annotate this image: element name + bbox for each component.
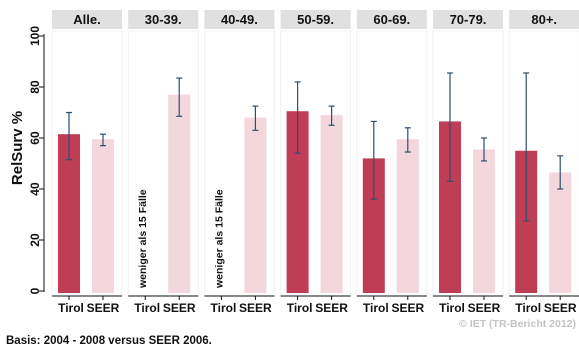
seer-bar bbox=[473, 149, 495, 293]
x-tick-label: Tirol bbox=[363, 301, 389, 315]
x-tick-label: Tirol bbox=[134, 301, 160, 315]
y-tick-label: 0 bbox=[28, 287, 42, 294]
panel: 50-59. Tirol SEER bbox=[281, 10, 351, 315]
credit-text: © IET (TR-Bericht 2012) bbox=[459, 318, 576, 330]
y-tick-label: 20 bbox=[28, 233, 42, 247]
panel-title: 70-79. bbox=[450, 12, 487, 27]
panel: 40-49. Tirol SEER weniger als 15 Fälle bbox=[204, 10, 274, 315]
panel-title: 50-59. bbox=[297, 12, 334, 27]
x-tick-label: SEER bbox=[391, 301, 424, 315]
y-tick-label: 60 bbox=[28, 131, 42, 145]
x-tick-label: Tirol bbox=[515, 301, 541, 315]
panel-title: 60-69. bbox=[373, 12, 410, 27]
y-axis: 0 20 40 60 80 100 bbox=[28, 26, 44, 295]
x-tick-label: SEER bbox=[468, 301, 501, 315]
panel-title: 40-49. bbox=[221, 12, 258, 27]
x-tick-label: SEER bbox=[163, 301, 196, 315]
seer-bar bbox=[92, 139, 114, 293]
seer-bar bbox=[549, 172, 571, 293]
x-tick-label: SEER bbox=[544, 301, 577, 315]
panel-note: weniger als 15 Fälle bbox=[213, 189, 225, 289]
y-tick-label: 80 bbox=[28, 80, 42, 94]
x-tick-label: Tirol bbox=[439, 301, 465, 315]
panel: 60-69. Tirol SEER bbox=[357, 10, 427, 315]
panel: 70-79. Tirol SEER bbox=[433, 10, 503, 315]
seer-bar bbox=[168, 95, 190, 293]
panel: 80+. Tirol SEER bbox=[509, 10, 579, 315]
x-tick-label: Tirol bbox=[211, 301, 237, 315]
seer-bar bbox=[321, 115, 343, 293]
x-tick-label: SEER bbox=[87, 301, 120, 315]
y-tick-label: 40 bbox=[28, 182, 42, 196]
panel-title: Alle. bbox=[73, 12, 100, 27]
x-tick-label: SEER bbox=[239, 301, 272, 315]
x-tick-label: SEER bbox=[315, 301, 348, 315]
y-axis-title: RelSurv % bbox=[9, 111, 26, 185]
y-tick-label: 100 bbox=[28, 26, 42, 46]
seer-bar bbox=[244, 118, 266, 293]
panel-title: 30-39. bbox=[145, 12, 182, 27]
panel: 30-39. Tirol SEER weniger als 15 Fälle bbox=[128, 10, 198, 315]
footer-basis-text: Basis: 2004 - 2008 versus SEER 2006. bbox=[6, 335, 212, 347]
x-tick-label: Tirol bbox=[287, 301, 313, 315]
panel-note: weniger als 15 Fälle bbox=[137, 189, 149, 289]
seer-bar bbox=[397, 139, 419, 293]
x-tick-label: Tirol bbox=[58, 301, 84, 315]
panel-title: 80+. bbox=[531, 12, 557, 27]
panel: Alle. Tirol SEER bbox=[52, 10, 122, 315]
